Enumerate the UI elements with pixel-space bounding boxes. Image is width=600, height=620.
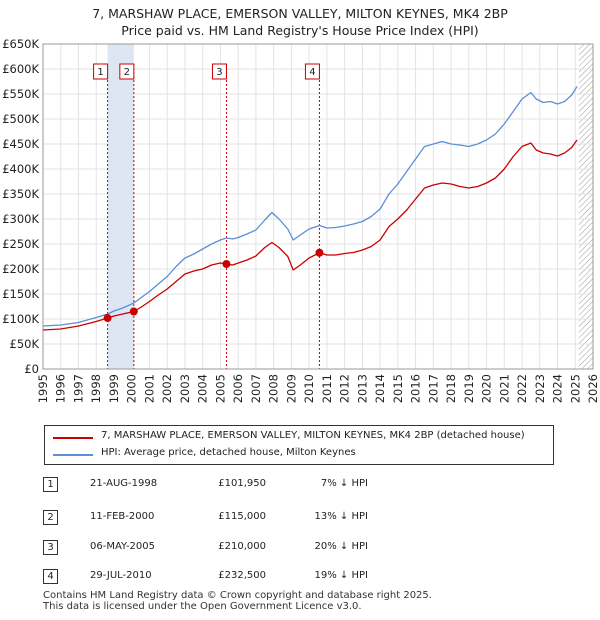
y-tick-label: £200K — [2, 262, 39, 276]
x-tick-label: 1997 — [71, 374, 85, 403]
transaction-row: 1 21-AUG-1998 £101,950 7% ↓ HPI — [0, 474, 600, 494]
sale-label-box — [211, 63, 227, 80]
x-tick-label: 2025 — [568, 374, 582, 403]
x-tick-label: 2003 — [178, 374, 192, 403]
series-line-hpi — [42, 86, 578, 327]
x-tick-label: 2007 — [249, 374, 263, 403]
y-tick-label: £550K — [2, 87, 39, 101]
x-tick-label: 2009 — [284, 374, 298, 403]
sale-point — [315, 248, 324, 257]
chart-legend: 7, MARSHAW PLACE, EMERSON VALLEY, MILTON… — [44, 425, 554, 465]
y-tick-label: £450K — [2, 137, 39, 151]
transaction-hpi-diff: 7% ↓ HPI — [320, 478, 368, 489]
x-tick-label: 1999 — [107, 374, 121, 403]
x-tick-label: 2005 — [213, 374, 227, 403]
transaction-date: 29-JUL-2010 — [90, 570, 152, 581]
price-chart: £0 £50K £100K £150K £200K £250K £300K £350K £400… — [2, 37, 600, 403]
x-tick-label: 2014 — [373, 374, 387, 403]
transaction-row: 3 06-MAY-2005 £210,000 20% ↓ HPI — [0, 537, 600, 557]
y-tick-label: £400K — [2, 162, 39, 176]
x-tick-label: 2004 — [196, 374, 210, 403]
x-tick-label: 2008 — [267, 374, 281, 403]
sale-label-box — [119, 63, 135, 80]
x-tick-label: 2001 — [142, 374, 156, 403]
x-tick-label: 2002 — [160, 374, 174, 403]
x-tick-label: 1996 — [54, 374, 68, 403]
x-tick-label: 2018 — [444, 374, 458, 403]
transaction-price: £232,500 — [218, 570, 266, 581]
legend-label-property: 7, MARSHAW PLACE, EMERSON VALLEY, MILTON… — [101, 430, 525, 441]
transaction-price: £210,000 — [218, 541, 266, 552]
legend-swatch-hpi — [53, 454, 93, 456]
y-tick-label: £50K — [10, 337, 40, 351]
transaction-price: £115,000 — [218, 511, 266, 522]
transaction-number: 3 — [43, 540, 58, 555]
x-tick-label: 2010 — [302, 374, 316, 403]
transaction-hpi-diff: 20% ↓ HPI — [314, 541, 368, 552]
x-tick-label: 2011 — [320, 374, 334, 403]
x-tick-label: 2024 — [551, 374, 565, 403]
plot-frame — [42, 43, 594, 370]
transaction-date: 06-MAY-2005 — [90, 541, 156, 552]
sale-label: 1 — [97, 67, 103, 78]
x-tick-label: 2021 — [497, 374, 511, 403]
footer-copyright: Contains HM Land Registry data © Crown c… — [43, 590, 432, 601]
x-tick-label: 1998 — [89, 374, 103, 403]
transaction-date: 11-FEB-2000 — [90, 511, 155, 522]
x-tick-label: 2023 — [533, 374, 547, 403]
sale-label: 3 — [216, 67, 222, 78]
y-tick-label: £350K — [2, 187, 39, 201]
x-tick-label: 2015 — [391, 374, 405, 403]
y-tick-label: £250K — [2, 237, 39, 251]
footer-licence: This data is licensed under the Open Gov… — [43, 601, 362, 612]
transaction-price: £101,950 — [218, 478, 266, 489]
y-tick-label: £500K — [2, 112, 39, 126]
transaction-hpi-diff: 13% ↓ HPI — [314, 511, 368, 522]
x-tick-label: 2000 — [125, 374, 139, 403]
transaction-row: 2 11-FEB-2000 £115,000 13% ↓ HPI — [0, 507, 600, 527]
sale-label: 4 — [309, 67, 315, 78]
transaction-number: 2 — [43, 510, 58, 525]
sale-point — [103, 314, 112, 323]
chart-subtitle: Price paid vs. HM Land Registry's House … — [121, 23, 479, 38]
sale-label-box — [304, 63, 320, 80]
sale-label-box — [93, 63, 109, 80]
transaction-number: 4 — [43, 569, 58, 584]
shaded-range — [107, 44, 134, 369]
x-tick-label: 2026 — [586, 374, 600, 403]
x-tick-label: 1995 — [36, 374, 50, 403]
transaction-row: 4 29-JUL-2010 £232,500 19% ↓ HPI — [0, 566, 600, 586]
y-tick-label: £100K — [2, 312, 39, 326]
x-tick-label: 2020 — [480, 374, 494, 403]
x-tick-label: 2017 — [426, 374, 440, 403]
x-tick-label: 2019 — [462, 374, 476, 403]
y-tick-label: £600K — [2, 62, 39, 76]
y-tick-label: £150K — [2, 287, 39, 301]
sale-point — [222, 260, 231, 268]
x-tick-label: 2006 — [231, 374, 245, 403]
transaction-hpi-diff: 19% ↓ HPI — [314, 570, 368, 581]
forecast-region — [578, 44, 593, 369]
x-tick-label: 2013 — [355, 374, 369, 403]
y-tick-label: £0 — [24, 362, 39, 376]
footer-attribution: Contains HM Land Registry data © Crown c… — [43, 590, 432, 612]
legend-swatch-property — [53, 437, 93, 439]
sale-point — [129, 307, 138, 316]
x-tick-label: 2012 — [338, 374, 352, 403]
transaction-date: 21-AUG-1998 — [90, 478, 158, 489]
x-tick-label: 2016 — [409, 374, 423, 403]
x-tick-label: 2022 — [515, 374, 529, 403]
legend-label-hpi: HPI: Average price, detached house, Milt… — [101, 447, 356, 458]
transaction-number: 1 — [43, 477, 58, 492]
sale-label: 2 — [124, 67, 130, 78]
y-tick-label: £650K — [2, 37, 39, 51]
y-tick-label: £300K — [2, 212, 39, 226]
chart-title: 7, MARSHAW PLACE, EMERSON VALLEY, MILTON… — [92, 6, 508, 21]
